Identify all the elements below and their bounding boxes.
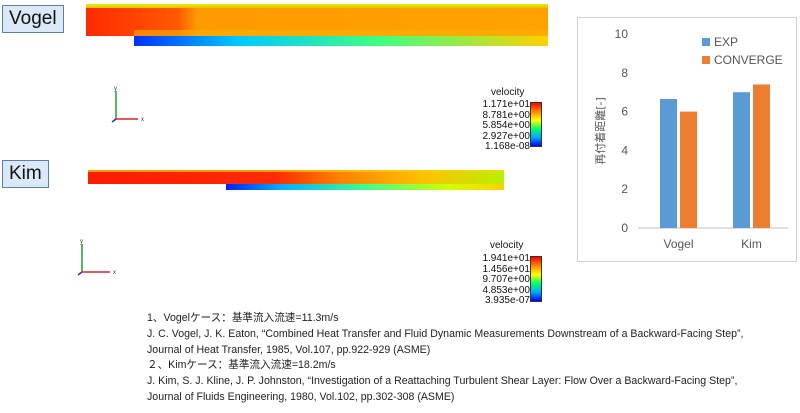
vogel-velocity-contour (86, 4, 548, 46)
svg-text:x: x (113, 270, 116, 276)
reference-line: ２、Kimケース：基準流入流速=18.2m/s (147, 359, 336, 372)
y-tick-label: 8 (621, 66, 628, 80)
reference-line: J. Kim, S. J. Kline, J. P. Johnston, “In… (147, 375, 738, 388)
y-tick-label: 6 (621, 105, 628, 119)
reference-line: J. C. Vogel, J. K. Eaton, “Combined Heat… (147, 327, 744, 340)
legend-label-converge: CONVERGE (714, 53, 783, 67)
svg-text:y: y (80, 239, 83, 245)
legend-swatch-converge (702, 56, 710, 64)
x-tick-label: Vogel (663, 237, 693, 251)
reattachment-bar-chart: 0 2 4 6 8 10 再付着距離[-] Vogel Kim EXP CONVERGE (593, 27, 788, 251)
reference-line: Journal of Fluids Engineering, 1980, Vol… (147, 390, 455, 403)
legend-title: velocity (491, 87, 525, 98)
references: 1、Vogelケース：基準流入流速=11.3m/s J. C. Vogel, J… (147, 311, 743, 406)
svg-text:x: x (141, 117, 144, 123)
legend-ticks: 1.171e+01 8.781e+00 5.854e+00 2.927e+00 … (482, 99, 530, 153)
kim-velocity-legend: velocity 1.941e+01 1.456e+01 9.707e+00 4… (478, 240, 558, 307)
legend-colorbar (530, 102, 542, 147)
legend-ticks: 1.941e+01 1.456e+01 9.707e+00 4.853e+00 … (482, 253, 530, 307)
case-label-kim: Kim (2, 160, 49, 188)
svg-text:y: y (114, 86, 117, 92)
kim-axes-icon: y x (77, 239, 116, 276)
legend-label-exp: EXP (714, 35, 738, 49)
reference-line: Journal of Heat Transfer, 1985, Vol.107,… (147, 343, 431, 356)
legend-colorbar (530, 256, 542, 302)
reference-line: 1、Vogelケース：基準流入流速=11.3m/s (147, 312, 339, 324)
reattachment-chart-panel: 0 2 4 6 8 10 再付着距離[-] Vogel Kim EXP CONVERGE (577, 17, 797, 262)
y-tick-label: 4 (621, 143, 628, 157)
legend-title: velocity (490, 240, 524, 251)
y-axis-label: 再付着距離[-] (593, 97, 607, 165)
y-tick-label: 10 (615, 27, 629, 41)
x-tick-label: Kim (741, 237, 762, 251)
vogel-velocity-legend: velocity 1.171e+01 8.781e+00 5.854e+00 2… (470, 87, 550, 152)
bar-kim-exp (733, 92, 750, 228)
bar-kim-converge (753, 84, 770, 228)
case-label-vogel: Vogel (2, 5, 64, 33)
bar-vogel-exp (660, 98, 677, 229)
legend-swatch-exp (702, 38, 710, 46)
y-tick-label: 0 (621, 221, 628, 235)
kim-velocity-contour (88, 170, 504, 190)
vogel-axes-icon: y x (111, 86, 144, 123)
bar-vogel-converge (680, 111, 697, 228)
y-tick-label: 2 (621, 182, 628, 196)
